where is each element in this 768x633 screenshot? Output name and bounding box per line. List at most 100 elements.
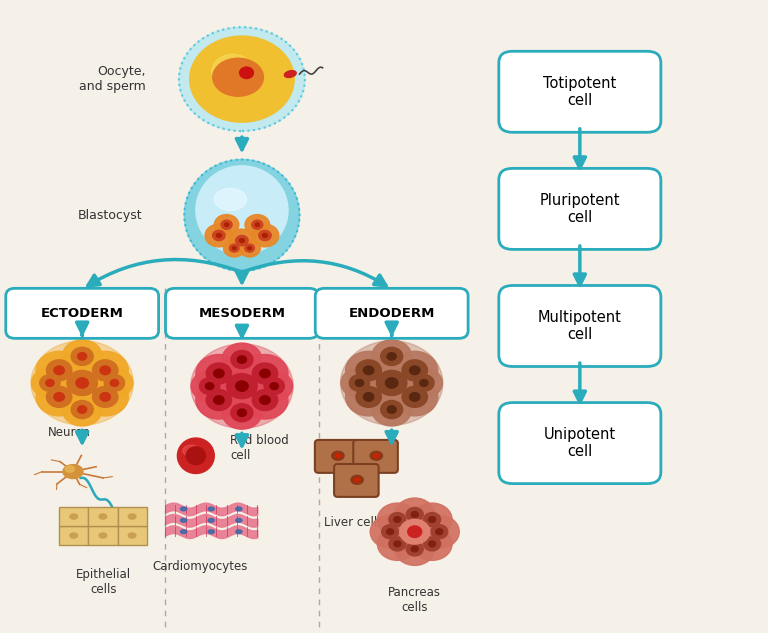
Text: Multipotent
cell: Multipotent cell xyxy=(538,310,622,342)
Ellipse shape xyxy=(214,396,224,404)
Ellipse shape xyxy=(67,370,98,396)
Ellipse shape xyxy=(351,475,363,484)
Ellipse shape xyxy=(96,368,133,398)
Circle shape xyxy=(240,67,253,78)
Ellipse shape xyxy=(208,530,214,534)
Ellipse shape xyxy=(31,341,134,425)
Text: Epithelial
cells: Epithelial cells xyxy=(76,568,131,596)
Ellipse shape xyxy=(402,386,427,408)
Ellipse shape xyxy=(221,220,232,229)
Ellipse shape xyxy=(63,465,83,479)
Ellipse shape xyxy=(356,380,363,386)
Ellipse shape xyxy=(196,166,288,254)
Ellipse shape xyxy=(381,348,402,365)
FancyBboxPatch shape xyxy=(499,403,660,484)
Ellipse shape xyxy=(228,229,256,252)
Ellipse shape xyxy=(429,541,435,547)
Ellipse shape xyxy=(376,370,407,396)
Ellipse shape xyxy=(387,353,396,360)
Ellipse shape xyxy=(191,371,228,401)
Ellipse shape xyxy=(214,369,224,378)
Ellipse shape xyxy=(217,234,221,237)
Ellipse shape xyxy=(260,396,270,404)
Text: Neuron: Neuron xyxy=(48,425,91,439)
Ellipse shape xyxy=(70,514,78,519)
Text: Cardiomyocytes: Cardiomyocytes xyxy=(152,560,247,573)
Ellipse shape xyxy=(62,340,102,373)
Ellipse shape xyxy=(239,239,260,257)
Ellipse shape xyxy=(341,368,378,398)
Ellipse shape xyxy=(111,380,118,386)
Ellipse shape xyxy=(205,224,233,247)
Ellipse shape xyxy=(78,353,87,360)
Ellipse shape xyxy=(435,529,443,535)
Ellipse shape xyxy=(363,392,374,401)
Ellipse shape xyxy=(242,381,288,419)
Ellipse shape xyxy=(76,378,88,388)
Ellipse shape xyxy=(399,519,430,544)
Ellipse shape xyxy=(394,517,401,522)
Ellipse shape xyxy=(224,223,229,227)
Ellipse shape xyxy=(363,366,374,375)
Ellipse shape xyxy=(99,514,107,519)
FancyBboxPatch shape xyxy=(499,285,660,367)
Text: MESODERM: MESODERM xyxy=(198,307,286,320)
Ellipse shape xyxy=(245,215,270,235)
FancyBboxPatch shape xyxy=(353,440,398,473)
Ellipse shape xyxy=(190,344,293,429)
Ellipse shape xyxy=(377,527,417,560)
Ellipse shape xyxy=(206,383,214,389)
Ellipse shape xyxy=(208,518,214,522)
Ellipse shape xyxy=(395,532,435,565)
Ellipse shape xyxy=(389,513,406,527)
Ellipse shape xyxy=(70,533,78,538)
Ellipse shape xyxy=(62,393,102,426)
Ellipse shape xyxy=(248,247,251,249)
Text: Red blood
cell: Red blood cell xyxy=(230,434,289,462)
Ellipse shape xyxy=(46,380,54,386)
Ellipse shape xyxy=(213,58,263,96)
Ellipse shape xyxy=(395,498,435,531)
Ellipse shape xyxy=(180,507,187,511)
Text: ENDODERM: ENDODERM xyxy=(349,307,435,320)
Ellipse shape xyxy=(82,378,128,416)
Ellipse shape xyxy=(256,371,293,401)
Ellipse shape xyxy=(372,340,412,373)
Ellipse shape xyxy=(284,71,296,77)
Ellipse shape xyxy=(46,360,71,380)
Ellipse shape xyxy=(349,375,369,391)
Ellipse shape xyxy=(212,54,253,89)
FancyBboxPatch shape xyxy=(88,526,118,545)
Text: Pancreas
cells: Pancreas cells xyxy=(388,586,442,613)
Ellipse shape xyxy=(419,515,459,548)
Ellipse shape xyxy=(236,507,242,511)
Ellipse shape xyxy=(196,354,242,392)
Ellipse shape xyxy=(372,393,412,426)
Ellipse shape xyxy=(179,27,305,131)
Ellipse shape xyxy=(335,454,341,458)
Ellipse shape xyxy=(245,244,254,252)
Ellipse shape xyxy=(240,239,244,242)
Ellipse shape xyxy=(104,375,124,391)
Ellipse shape xyxy=(237,356,247,363)
Ellipse shape xyxy=(183,445,200,456)
Ellipse shape xyxy=(356,360,381,380)
FancyBboxPatch shape xyxy=(118,526,147,545)
Ellipse shape xyxy=(394,541,401,547)
Ellipse shape xyxy=(260,369,270,378)
Ellipse shape xyxy=(409,392,420,401)
Ellipse shape xyxy=(242,354,288,392)
Ellipse shape xyxy=(412,527,452,560)
Ellipse shape xyxy=(406,542,423,556)
Text: Oocyte,
and sperm: Oocyte, and sperm xyxy=(79,65,146,93)
FancyBboxPatch shape xyxy=(6,289,158,338)
Ellipse shape xyxy=(411,511,419,517)
FancyBboxPatch shape xyxy=(334,464,379,497)
Ellipse shape xyxy=(54,366,65,375)
Text: ECTODERM: ECTODERM xyxy=(41,307,124,320)
FancyBboxPatch shape xyxy=(88,507,118,526)
Ellipse shape xyxy=(346,378,392,416)
Ellipse shape xyxy=(355,478,359,482)
Ellipse shape xyxy=(236,530,242,534)
Ellipse shape xyxy=(236,235,248,246)
